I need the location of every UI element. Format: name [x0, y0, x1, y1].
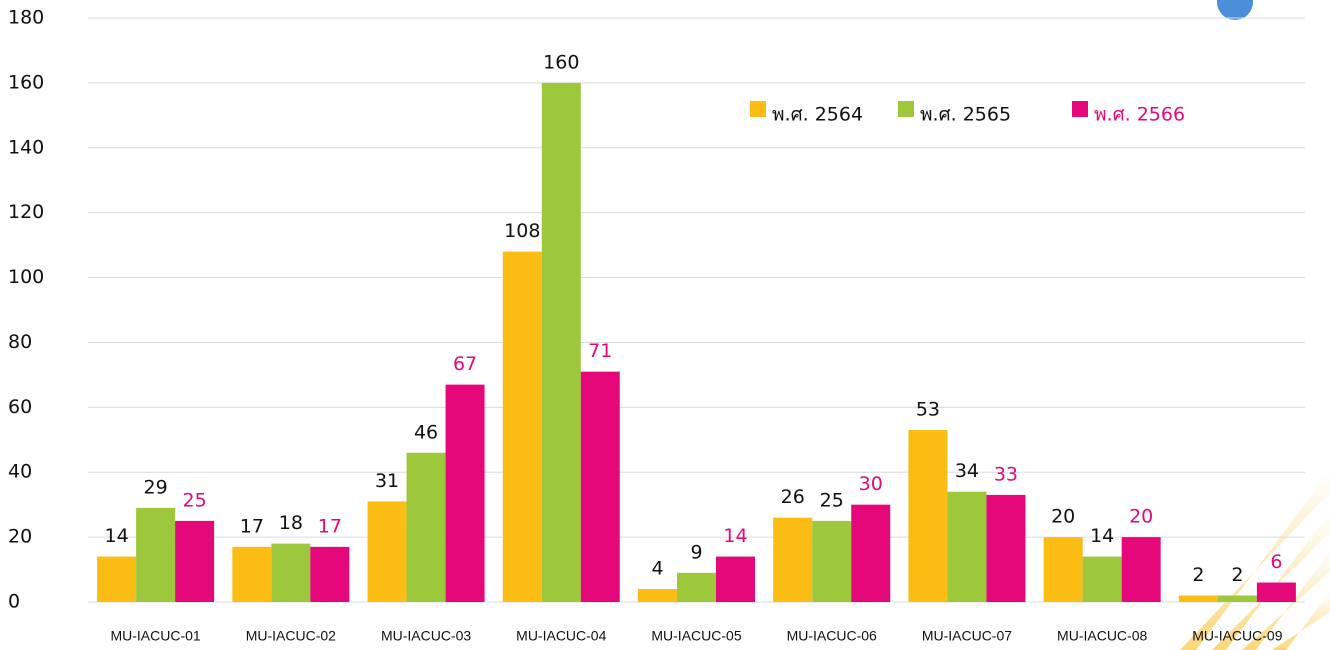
bar	[175, 520, 215, 602]
y-tick-label: 60	[8, 396, 32, 418]
legend-swatch	[750, 101, 766, 117]
value-label: 30	[859, 473, 883, 495]
value-label: 14	[1090, 525, 1114, 547]
value-label: 9	[690, 541, 702, 563]
x-tick-label: MU-IACUC-04	[516, 628, 606, 644]
value-label: 160	[543, 51, 579, 73]
y-tick-label: 0	[8, 591, 20, 613]
y-tick-label: 40	[8, 461, 32, 483]
x-tick-label: MU-IACUC-06	[787, 628, 877, 644]
legend-label: พ.ศ. 2565	[920, 104, 1011, 126]
y-tick-label: 80	[8, 331, 32, 353]
bar	[271, 543, 311, 602]
legend-swatch	[898, 101, 914, 117]
bar	[1082, 556, 1122, 602]
x-tick-label: MU-IACUC-03	[381, 628, 471, 644]
value-label: 20	[1129, 506, 1153, 528]
bar	[232, 546, 272, 602]
bar	[851, 504, 891, 602]
value-label: 34	[955, 460, 979, 482]
x-tick-label: MU-IACUC-02	[246, 628, 336, 644]
bar	[908, 430, 948, 602]
value-label: 25	[183, 489, 207, 511]
legend-swatch	[1072, 101, 1088, 117]
bar	[1256, 582, 1296, 602]
value-label: 29	[144, 476, 168, 498]
bar	[1178, 595, 1218, 602]
value-label: 31	[375, 470, 399, 492]
value-label: 53	[916, 399, 940, 421]
value-label: 67	[453, 353, 477, 375]
y-tick-label: 120	[8, 201, 44, 223]
value-label: 14	[723, 525, 747, 547]
decoration	[1180, 0, 1330, 650]
bar	[986, 494, 1026, 602]
bar	[310, 546, 350, 602]
labels: 020406080100120140160180MU-IACUC-0114292…	[8, 7, 1283, 644]
y-tick-label: 140	[8, 136, 44, 158]
value-label: 46	[414, 421, 438, 443]
grid	[88, 17, 1305, 603]
value-label: 6	[1270, 551, 1282, 573]
bar	[406, 452, 446, 602]
legend-label: พ.ศ. 2564	[772, 104, 863, 126]
value-label: 2	[1231, 564, 1243, 586]
legend: พ.ศ. 2564 พ.ศ. 2565 พ.ศ. 2566	[750, 101, 1185, 126]
x-tick-label: MU-IACUC-09	[1192, 628, 1282, 644]
value-label: 108	[504, 220, 540, 242]
y-tick-label: 20	[8, 526, 32, 548]
bar	[367, 501, 407, 602]
value-label: 26	[781, 486, 805, 508]
y-tick-label: 180	[8, 7, 44, 29]
bar	[1121, 537, 1161, 602]
bar	[773, 517, 813, 602]
value-label: 17	[318, 515, 342, 537]
y-tick-label: 100	[8, 266, 44, 288]
value-label: 17	[240, 515, 264, 537]
bar	[580, 371, 620, 602]
bar	[947, 491, 987, 602]
value-label: 71	[588, 340, 612, 362]
x-tick-label: MU-IACUC-05	[651, 628, 741, 644]
bar	[677, 572, 716, 602]
bar	[1043, 537, 1083, 602]
bar	[812, 520, 852, 602]
bar	[97, 556, 137, 602]
bar	[1217, 595, 1257, 602]
value-label: 4	[651, 558, 663, 580]
bar	[136, 507, 176, 602]
bar	[638, 589, 677, 602]
value-label: 25	[820, 489, 844, 511]
bar	[541, 82, 581, 602]
bars	[97, 82, 1296, 602]
y-tick-label: 160	[8, 71, 44, 93]
value-label: 20	[1051, 506, 1075, 528]
x-tick-label: MU-IACUC-01	[110, 628, 200, 644]
bar	[716, 556, 755, 602]
value-label: 33	[994, 463, 1018, 485]
bar	[502, 251, 542, 602]
bar	[445, 384, 485, 602]
value-label: 18	[279, 512, 303, 534]
legend-label: พ.ศ. 2566	[1094, 104, 1185, 126]
value-label: 2	[1192, 564, 1204, 586]
x-tick-label: MU-IACUC-07	[922, 628, 1012, 644]
x-tick-label: MU-IACUC-08	[1057, 628, 1147, 644]
value-label: 14	[105, 525, 129, 547]
